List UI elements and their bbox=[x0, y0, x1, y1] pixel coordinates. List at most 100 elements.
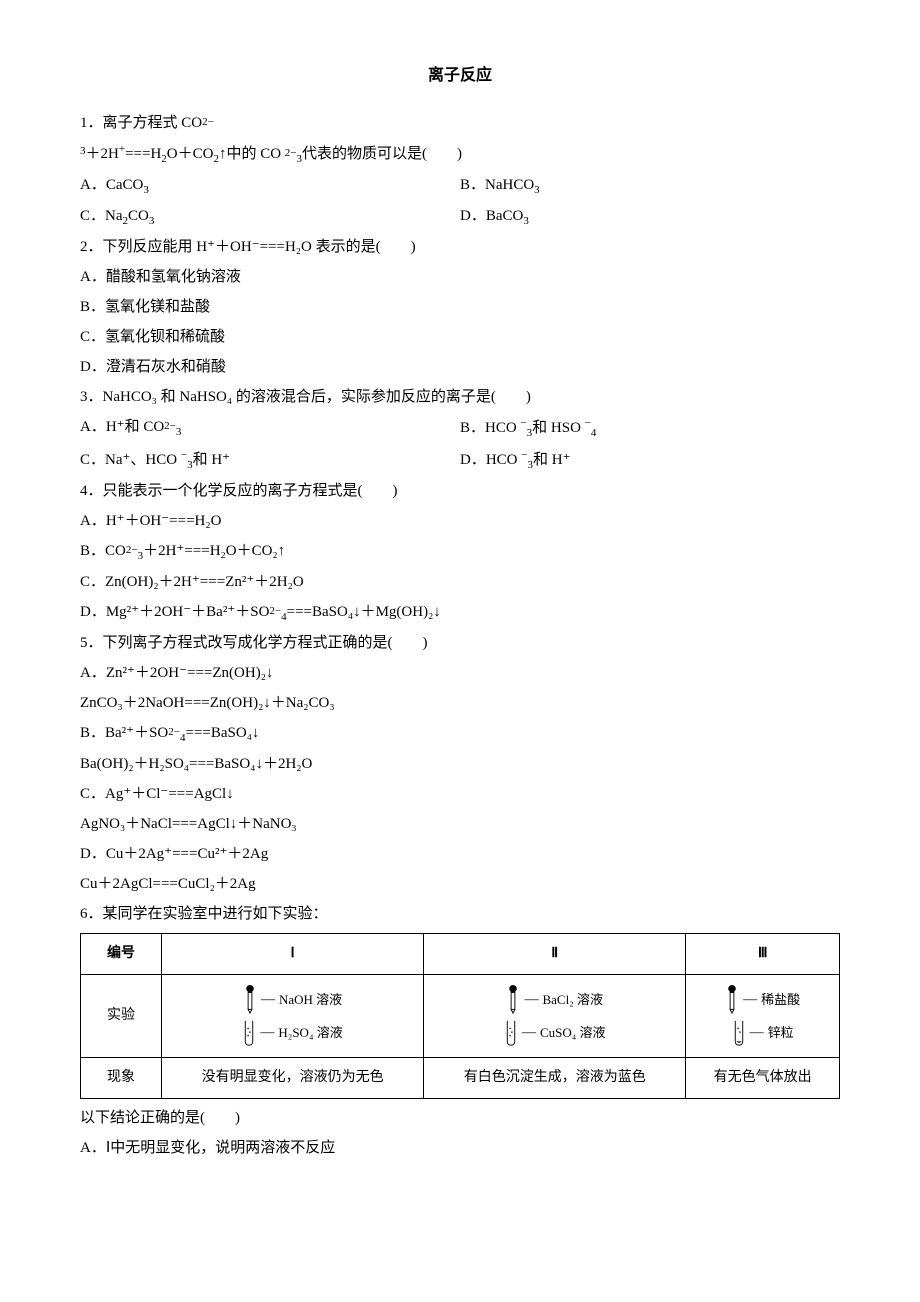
question-5: 5．下列离子方程式改写成化学方程式正确的是( ) bbox=[80, 628, 840, 658]
sup-2m5: 2− bbox=[168, 726, 180, 738]
diagram-2: — BaCl₂ 溶液 — CuSO₄ 溶液 bbox=[504, 981, 606, 1051]
q1-stem-b: ＋2H bbox=[86, 146, 119, 162]
sup-2m: 2− bbox=[285, 147, 297, 159]
q5-optB-b: ===BaSO₄↓ bbox=[185, 725, 259, 741]
q1-stem-d: O＋CO bbox=[167, 146, 214, 162]
q1-stem-a: 1．离子方程式 CO bbox=[80, 115, 202, 131]
row-exp-label: 实验 bbox=[81, 975, 162, 1058]
q5-optC2: AgNO₃＋NaCl===AgCl↓＋NaNO₃ bbox=[80, 809, 840, 839]
q6-optA: A．Ⅰ中无明显变化，说明两溶液不反应 bbox=[80, 1133, 840, 1163]
q1-row2: C．Na2CO3 D．BaCO3 bbox=[80, 201, 840, 232]
cell-exp3: — 稀盐酸 — 锌粒 bbox=[686, 975, 840, 1058]
tube-icon bbox=[242, 1019, 256, 1047]
question-1: 1．离子方程式 CO2−3＋2H+===H2O＋CO2↑中的 CO 2−3代表的… bbox=[80, 108, 840, 170]
question-3: 3．NaHCO₃ 和 NaHSO₄ 的溶液混合后，实际参加反应的离子是( ) bbox=[80, 382, 840, 412]
sub-3d: 3 bbox=[534, 184, 540, 196]
q3-row2: C．Na⁺、HCO −3和 H⁺ D．HCO −3和 H⁺ bbox=[80, 444, 840, 476]
sub-4a: 4 bbox=[591, 427, 597, 439]
q4-optB-a: B．CO bbox=[80, 543, 126, 559]
q3-row1: A．H⁺和 CO2−3 B．HCO −3和 HSO −4 bbox=[80, 412, 840, 444]
q3-optB-b: 和 HSO bbox=[532, 420, 585, 436]
sub-3b: 3 bbox=[297, 153, 303, 165]
th-c1: Ⅰ bbox=[162, 934, 424, 975]
line2: — bbox=[260, 1019, 274, 1047]
q6-tail: 以下结论正确的是( ) bbox=[80, 1103, 840, 1133]
sub-co3: 2− bbox=[202, 116, 214, 128]
q5-optB2: Ba(OH)₂＋H₂SO₄===BaSO₄↓＋2H₂O bbox=[80, 749, 840, 779]
th-c2: Ⅱ bbox=[424, 934, 686, 975]
line1: — bbox=[261, 986, 275, 1014]
q5-optD2: Cu＋2AgCl===CuCl₂＋2Ag bbox=[80, 869, 840, 899]
exp2-bottom: CuSO₄ 溶液 bbox=[540, 1020, 606, 1046]
q1-stem-c: ===H bbox=[125, 146, 161, 162]
sup-2m4: 2− bbox=[269, 605, 281, 617]
cell-exp2: — BaCl₂ 溶液 — CuSO₄ 溶液 bbox=[424, 975, 686, 1058]
q5-optD: D．Cu＋2Ag⁺===Cu²⁺＋2Ag bbox=[80, 839, 840, 869]
q1-stem-e: ↑中的 CO bbox=[219, 146, 285, 162]
q3-optB-a: B．HCO bbox=[460, 420, 520, 436]
question-6: 6．某同学在实验室中进行如下实验： bbox=[80, 899, 840, 929]
q3-optC-b: 和 H⁺ bbox=[193, 452, 231, 468]
th-c3: Ⅲ bbox=[686, 934, 840, 975]
line5: — bbox=[743, 986, 757, 1014]
q4-optC: C．Zn(OH)₂＋2H⁺===Zn²⁺＋2H₂O bbox=[80, 567, 840, 597]
q2-optC: C．氢氧化钡和稀硫酸 bbox=[80, 322, 840, 352]
q4-optD: D．Mg²⁺＋2OH⁻＋Ba²⁺＋SO2−4===BaSO₄↓＋Mg(OH)₂↓ bbox=[80, 597, 840, 628]
q1-optD: D．BaCO bbox=[460, 208, 523, 224]
q5-optA2: ZnCO₃＋2NaOH===Zn(OH)₂↓＋Na₂CO₃ bbox=[80, 688, 840, 718]
q1-row1: A．CaCO3 B．NaHCO3 bbox=[80, 170, 840, 201]
exp3-bottom: 锌粒 bbox=[768, 1020, 794, 1046]
question-2: 2．下列反应能用 H⁺＋OH⁻===H₂O 表示的是( ) bbox=[80, 232, 840, 262]
sup-2m3: 2− bbox=[126, 544, 138, 556]
line3: — bbox=[524, 986, 538, 1014]
q5-optB: B．Ba²⁺＋SO2−4===BaSO₄↓ bbox=[80, 718, 840, 749]
phen1: 没有明显变化，溶液仍为无色 bbox=[162, 1058, 424, 1099]
phen2: 有白色沉淀生成，溶液为蓝色 bbox=[424, 1058, 686, 1099]
sub-3f: 3 bbox=[523, 215, 529, 227]
exp3-top: 稀盐酸 bbox=[761, 987, 800, 1013]
line4: — bbox=[522, 1019, 536, 1047]
cell-exp1: — NaOH 溶液 — H₂SO₄ 溶液 bbox=[162, 975, 424, 1058]
q5-optA: A．Zn²⁺＋2OH⁻===Zn(OH)₂↓ bbox=[80, 658, 840, 688]
q1-stem-f: 代表的物质可以是( ) bbox=[302, 146, 462, 162]
q4-optB-b: ＋2H⁺===H₂O＋CO₂↑ bbox=[143, 543, 285, 559]
th-num: 编号 bbox=[81, 934, 162, 975]
exp1-top: NaOH 溶液 bbox=[279, 987, 342, 1013]
q3-optD-a: D．HCO bbox=[460, 452, 521, 468]
q5-optC: C．Ag⁺＋Cl⁻===AgCl↓ bbox=[80, 779, 840, 809]
q1-optB: B．NaHCO bbox=[460, 177, 534, 193]
tube-icon-2 bbox=[504, 1019, 518, 1047]
q1-optC: C．Na bbox=[80, 208, 123, 224]
sub-3e: 3 bbox=[149, 215, 155, 227]
row-phen-label: 现象 bbox=[81, 1058, 162, 1099]
q4-optD-a: D．Mg²⁺＋2OH⁻＋Ba²⁺＋SO bbox=[80, 604, 269, 620]
q4-optD-b: ===BaSO₄↓＋Mg(OH)₂↓ bbox=[287, 604, 441, 620]
exp1-bottom: H₂SO₄ 溶液 bbox=[278, 1020, 342, 1046]
q1-optC2: CO bbox=[128, 208, 149, 224]
experiment-table: 编号 Ⅰ Ⅱ Ⅲ 实验 — NaOH 溶液 — H₂SO₄ 溶液 bbox=[80, 933, 840, 1099]
q3-optD-b: 和 H⁺ bbox=[533, 452, 571, 468]
dropper-icon bbox=[243, 985, 257, 1015]
q2-optA: A．醋酸和氢氧化钠溶液 bbox=[80, 262, 840, 292]
q4-optA: A．H⁺＋OH⁻===H₂O bbox=[80, 506, 840, 536]
sup-2m2: 2− bbox=[164, 420, 176, 432]
phen3: 有无色气体放出 bbox=[686, 1058, 840, 1099]
diagram-1: — NaOH 溶液 — H₂SO₄ 溶液 bbox=[242, 981, 342, 1051]
q2-optD: D．澄清石灰水和硝酸 bbox=[80, 352, 840, 382]
q5-optB-a: B．Ba²⁺＋SO bbox=[80, 725, 168, 741]
q4-optB: B．CO2−3＋2H⁺===H₂O＋CO₂↑ bbox=[80, 536, 840, 567]
q2-optB: B．氢氧化镁和盐酸 bbox=[80, 292, 840, 322]
q3-optA: A．H⁺和 CO bbox=[80, 419, 164, 435]
page-title: 离子反应 bbox=[80, 60, 840, 92]
exp2-top: BaCl₂ 溶液 bbox=[542, 987, 603, 1013]
diagram-3: — 稀盐酸 — 锌粒 bbox=[725, 981, 800, 1051]
tube-icon-3 bbox=[732, 1019, 746, 1047]
dropper-icon-3 bbox=[725, 985, 739, 1015]
dropper-icon-2 bbox=[506, 985, 520, 1015]
question-4: 4．只能表示一个化学反应的离子方程式是( ) bbox=[80, 476, 840, 506]
sub-3g: 3 bbox=[176, 426, 182, 438]
sub-3c: 3 bbox=[143, 184, 149, 196]
line6: — bbox=[750, 1019, 764, 1047]
q1-optA: A．CaCO bbox=[80, 177, 143, 193]
q3-optC-a: C．Na⁺、HCO bbox=[80, 452, 181, 468]
